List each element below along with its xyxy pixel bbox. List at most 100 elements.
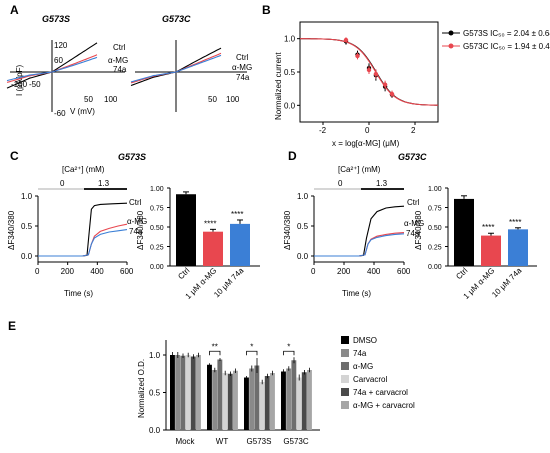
dose-response-xlabel: x = log[α-MG] (μM) [332,139,400,148]
significance-marker: **** [204,219,216,228]
calcium-title-g573c: G573C [398,152,427,162]
iv-plot-g573s: G573S -100 -50 50 100 120 60 -60 I (pA/p… [6,14,128,118]
legend-label: α-MG [353,362,373,371]
y-tick-label: 1.0 [21,192,33,201]
calcium-trace-label-ctrl: Ctrl [407,198,420,207]
fit-curve [300,38,438,106]
iv-xlabel: V (mV) [70,107,95,116]
significance-marker: **** [482,223,494,232]
iv-xtick-label: 50 [208,95,217,104]
legend-swatch [341,349,349,357]
category-label: G573S [247,437,272,446]
y-tick-label: 0.75 [428,206,442,213]
od-ylabel: Normalized O.D. [137,359,146,418]
calcium-ticks: 0 200 400 600 0.0 0.5 1.0 [21,192,134,276]
y-tick-label: 0.25 [150,245,164,252]
legend-label: α-MG + carvacrol [353,401,415,410]
bar [180,355,186,430]
x-tick-label: 200 [337,267,351,276]
x-tick-label: 2 [411,126,416,135]
iv-trace-label-ctrl: Ctrl [236,53,249,62]
x-tick-label: 400 [367,267,381,276]
y-tick-label: 1.00 [428,186,442,193]
x-tick-label: -2 [319,126,327,135]
calcium-trace-74a [314,233,405,257]
category-label: 10 μM 74a [212,266,246,300]
bar [190,356,196,430]
bar [175,355,181,430]
calcium-ylabel: ΔF340/380 [7,210,16,250]
calcium-trace-g573c: G573C [Ca²⁺] (mM) 0 1.3 ΔF340/380 Time (… [283,152,427,298]
calcium-xlabel: Time (s) [64,289,93,298]
bar-ylabel: ΔF340/380 [414,210,423,250]
significance-bracket [283,350,295,356]
bar [176,194,196,266]
significance-marker: **** [509,218,521,227]
bar [185,355,191,430]
bar-ylabel: ΔF340/380 [136,210,145,250]
data-point [389,91,395,97]
legend-marker-g573s [448,30,454,36]
bar [454,198,474,266]
iv-ytick-label: -60 [54,109,66,118]
y-tick-label: 0.50 [428,225,442,232]
data-point [382,82,388,87]
bar [254,365,260,430]
iv-trace-74a [6,56,98,82]
y-tick-label: 0.00 [150,264,164,271]
calcium-trace-amg [314,232,405,257]
legend-marker-g573c [448,43,454,49]
legend-swatch [341,375,349,383]
iv-trace-label-amg: α-MG [232,63,252,72]
calcium-trace-ctrl [314,205,405,257]
bar [196,355,201,430]
legend-swatch [341,336,349,344]
bar [264,376,270,430]
iv-title-g573s: G573S [42,14,70,24]
bar [281,371,286,430]
protocol-value-0: 0 [338,179,343,188]
calcium-trace-ctrl [38,202,128,257]
protocol-value-0: 0 [60,179,65,188]
iv-trace-label-ctrl: Ctrl [113,43,126,52]
significance-marker: * [287,342,290,351]
dose-response-ticks: -2 0 2 0.0 0.5 1.0 [284,35,416,135]
bar [233,370,238,430]
legend-label: DMSO [353,336,377,345]
y-tick-label: 1.00 [150,186,164,193]
y-tick-label: 1.0 [297,192,309,201]
dose-response-ylabel: Normalized current [274,52,283,120]
bar [222,373,228,430]
bar [212,370,218,430]
bar [286,368,292,430]
significance-bracket [209,350,221,356]
panel-letter-d: D [288,149,297,163]
data-point [343,37,349,43]
bar [249,368,255,430]
protocol-label: [Ca²⁺] (mM) [338,165,381,174]
calcium-xlabel: Time (s) [342,289,371,298]
category-label: Ctrl [454,266,469,281]
panel-letter-a: A [10,3,19,17]
bar [259,382,265,430]
y-tick-label: 0.0 [149,426,161,435]
y-tick-label: 0.5 [21,222,33,231]
iv-xtick-label: -100 [11,80,28,89]
calcium-bar-g573s: ΔF340/380 0.000.250.500.751.00Ctrl****1 … [136,186,260,301]
bar [230,223,250,266]
calcium-title-g573s: G573S [118,152,146,162]
y-tick-label: 0.0 [21,252,33,261]
iv-title-g573c: G573C [162,14,191,24]
significance-marker: * [250,342,253,351]
category-label: G573C [283,437,309,446]
iv-xtick-label: -50 [29,80,41,89]
calcium-trace-label-74a: 74a [129,227,143,236]
y-tick-label: 0.5 [149,389,161,398]
calcium-trace-label-74a: 74a [406,229,420,238]
legend-label-g573c: G573C IC₅₀ = 1.94 ± 0.40 μM [463,42,550,51]
x-tick-label: 0 [35,267,40,276]
legend-label-g573s: G573S IC₅₀ = 2.04 ± 0.64 μM [463,29,550,38]
significance-marker: ** [212,342,218,351]
